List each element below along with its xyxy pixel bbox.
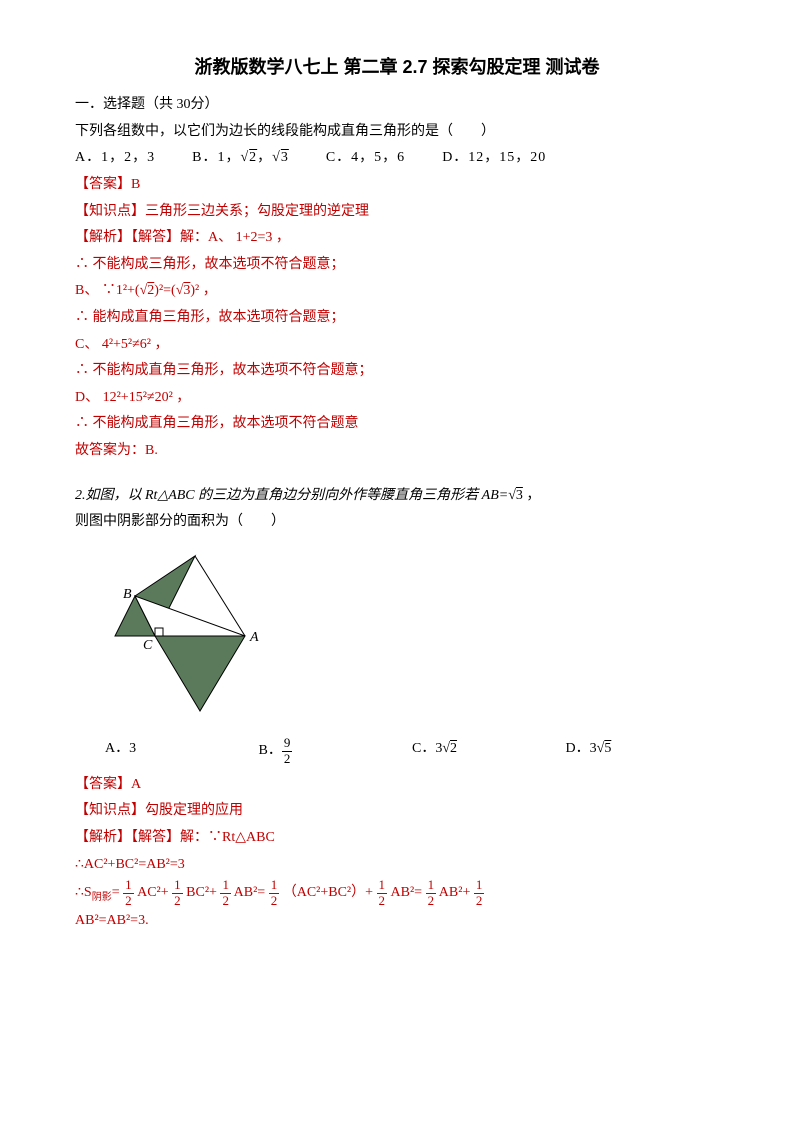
q1-analysis-d2: ∴ 不能构成直角三角形，故本选项不符合题意 <box>75 411 719 438</box>
q1-analysis-b1: B、 ∵1²+(√2)²=(√3)² ， <box>75 278 719 305</box>
q1-analysis-c2: ∴ 不能构成直角三角形，故本选项不符合题意； <box>75 358 719 385</box>
q2-line4: AB²=AB²=3. <box>75 908 719 935</box>
q2-line2: ∴AC²+BC²=AB²=3 <box>75 852 719 879</box>
q2-opt-c: C．3√2 <box>412 736 566 766</box>
section-header: 一．选择题（共 30分） <box>75 92 719 119</box>
q1-analysis-c1: C、 4²+5²≠6² ， <box>75 332 719 359</box>
q2-knowledge: 【知识点】勾股定理的应用 <box>75 798 719 825</box>
q1-conclusion: 故答案为：B. <box>75 438 719 465</box>
q1-opt-b: B．1，√2，√3 <box>192 150 293 165</box>
q2-stem-line2: 则图中阴影部分的面积为（ ） <box>75 509 719 536</box>
q2-stem-line1: 2.如图，以 Rt△ABC 的三边为直角边分别向外作等腰直角三角形若 AB=√3… <box>75 483 719 510</box>
q1-stem: 下列各组数中，以它们为边长的线段能构成直角三角形的是（ ） <box>75 119 719 146</box>
q1-opt-c: C．4，5，6 <box>326 150 405 165</box>
q2-answer: 【答案】A <box>75 772 719 799</box>
svg-text:C: C <box>143 638 153 653</box>
q2-opt-b: B．92 <box>259 736 413 766</box>
page-title: 浙教版数学八七上 第二章 2.7 探索勾股定理 测试卷 <box>75 50 719 84</box>
q1-answer: 【答案】B <box>75 172 719 199</box>
q1-knowledge: 【知识点】三角形三边关系；勾股定理的逆定理 <box>75 199 719 226</box>
q2-options: A．3 B．92 C．3√2 D．3√5 <box>75 736 719 766</box>
q1-analysis-a1: 【解析】【解答】解：A、 1+2=3 ， <box>75 225 719 252</box>
svg-text:A: A <box>249 630 259 645</box>
q1-analysis-d1: D、 12²+15²≠20² ， <box>75 385 719 412</box>
q1-analysis-b2: ∴ 能构成直角三角形，故本选项符合题意； <box>75 305 719 332</box>
q2-opt-a: A．3 <box>105 736 259 766</box>
q2-analysis: 【解析】【解答】解：∵Rt△ABC <box>75 825 719 852</box>
q1-opt-d: D．12，15，20 <box>442 150 546 165</box>
q1-options: A．1，2，3 B．1，√2，√3 C．4，5，6 D．12，15，20 <box>75 145 719 172</box>
q1-opt-a: A．1，2，3 <box>75 150 155 165</box>
q2-line3: ∴S阴影= 12 AC²+ 12 BC²+ 12 AB²= 12 （AC²+BC… <box>75 878 719 908</box>
q2-figure: B A C <box>95 546 719 727</box>
q1-analysis-a2: ∴ 不能构成三角形，故本选项不符合题意； <box>75 252 719 279</box>
svg-text:B: B <box>123 587 132 602</box>
q2-opt-d: D．3√5 <box>566 736 720 766</box>
